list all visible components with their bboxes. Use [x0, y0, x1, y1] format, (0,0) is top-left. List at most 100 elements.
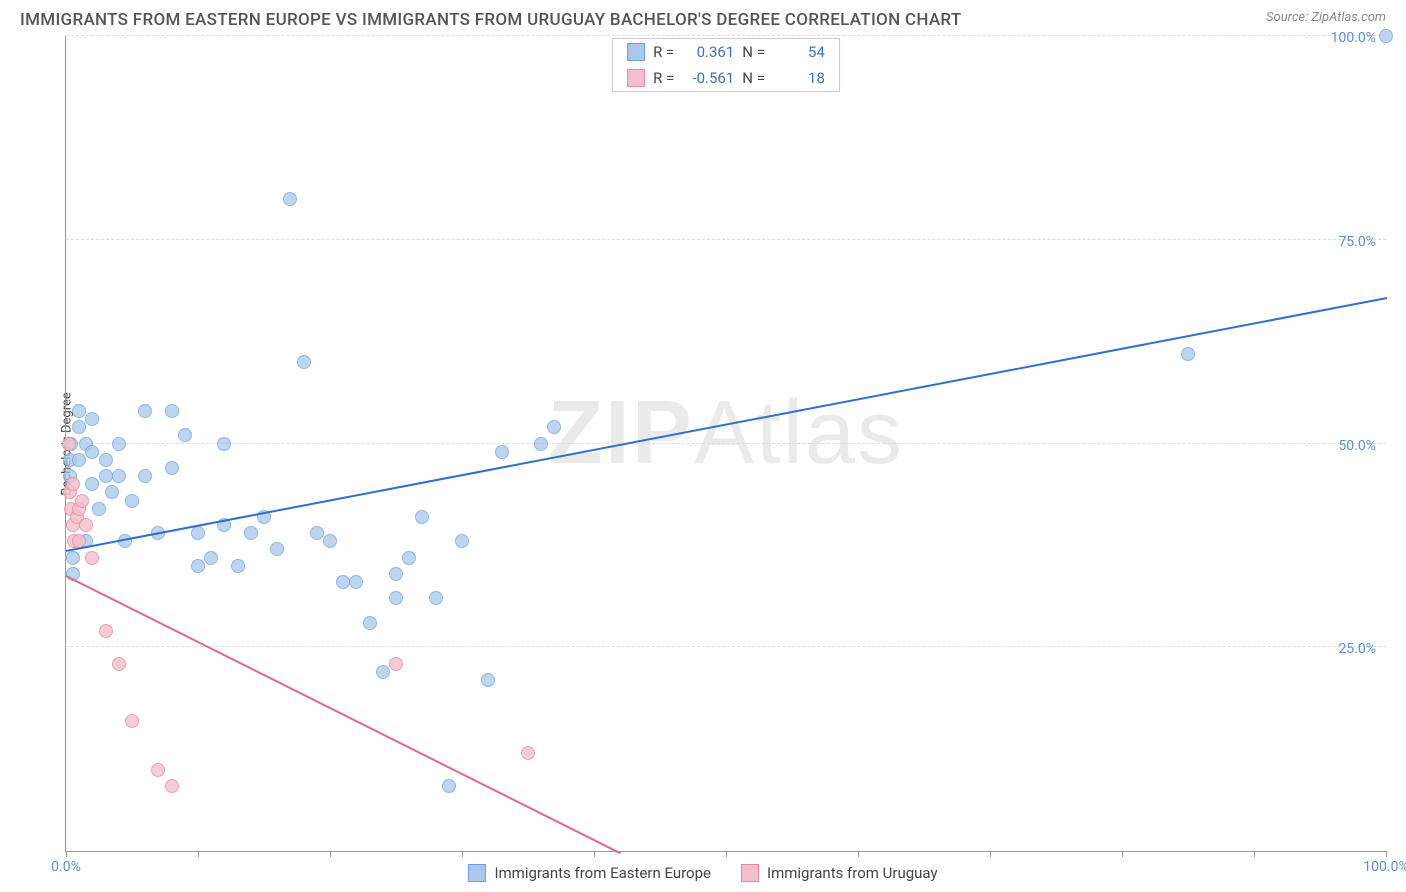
data-point: [389, 591, 403, 605]
data-point: [85, 412, 99, 426]
y-tick-label: 25.0%: [1338, 641, 1376, 657]
data-point: [66, 551, 80, 565]
data-point: [105, 485, 119, 499]
data-point: [455, 534, 469, 548]
data-point: [178, 428, 192, 442]
swatch-icon: [627, 43, 645, 61]
legend-row-series-0: R = 0.361 N = 54: [613, 39, 839, 65]
data-point: [442, 779, 456, 793]
x-tick: [1254, 851, 1255, 857]
legend-label: Immigrants from Uruguay: [767, 864, 938, 882]
data-point: [72, 453, 86, 467]
data-point: [415, 510, 429, 524]
data-point: [1379, 29, 1393, 43]
swatch-icon: [468, 864, 486, 882]
n-value: 54: [773, 43, 825, 61]
data-point: [495, 445, 509, 459]
y-tick-label: 100.0%: [1331, 30, 1376, 46]
r-value: 0.361: [682, 43, 734, 61]
x-tick: [66, 851, 67, 857]
data-point: [389, 567, 403, 581]
data-point: [244, 526, 258, 540]
r-label: R =: [653, 69, 674, 87]
x-tick: [1386, 851, 1387, 857]
plot-area: ZIPAtlas R = 0.361 N = 54 R = -0.561 N =…: [65, 36, 1386, 852]
data-point: [217, 437, 231, 451]
chart-container: Bachelor's Degree ZIPAtlas R = 0.361 N =…: [20, 36, 1386, 852]
data-point: [376, 665, 390, 679]
data-point: [72, 420, 86, 434]
data-point: [85, 551, 99, 565]
data-point: [323, 534, 337, 548]
gridline: [66, 239, 1386, 240]
data-point: [270, 542, 284, 556]
series-legend: Immigrants from Eastern Europe Immigrant…: [0, 864, 1406, 882]
legend-item-0: Immigrants from Eastern Europe: [468, 864, 711, 882]
data-point: [481, 673, 495, 687]
data-point: [547, 420, 561, 434]
data-point: [231, 559, 245, 573]
data-point: [191, 526, 205, 540]
data-point: [402, 551, 416, 565]
data-point: [79, 518, 93, 532]
data-point: [125, 494, 139, 508]
data-point: [112, 469, 126, 483]
x-tick: [198, 851, 199, 857]
legend-row-series-1: R = -0.561 N = 18: [613, 65, 839, 91]
swatch-icon: [627, 69, 645, 87]
data-point: [85, 477, 99, 491]
data-point: [534, 437, 548, 451]
trend-line: [66, 297, 1387, 552]
x-tick: [330, 851, 331, 857]
data-point: [66, 477, 80, 491]
data-point: [521, 746, 535, 760]
data-point: [336, 575, 350, 589]
data-point: [99, 624, 113, 638]
data-point: [349, 575, 363, 589]
x-tick: [462, 851, 463, 857]
data-point: [165, 461, 179, 475]
data-point: [112, 437, 126, 451]
trend-line: [66, 575, 622, 854]
gridline: [66, 35, 1386, 36]
x-tick: [1122, 851, 1123, 857]
x-tick: [726, 851, 727, 857]
data-point: [138, 404, 152, 418]
r-label: R =: [653, 43, 674, 61]
data-point: [1181, 347, 1195, 361]
data-point: [92, 502, 106, 516]
data-point: [310, 526, 324, 540]
correlation-legend: R = 0.361 N = 54 R = -0.561 N = 18: [612, 38, 840, 92]
data-point: [85, 445, 99, 459]
data-point: [204, 551, 218, 565]
data-point: [75, 494, 89, 508]
x-tick: [990, 851, 991, 857]
source-label: Source: ZipAtlas.com: [1266, 10, 1386, 25]
data-point: [125, 714, 139, 728]
data-point: [191, 559, 205, 573]
n-label: N =: [742, 69, 765, 87]
y-tick-label: 50.0%: [1338, 438, 1376, 454]
n-value: 18: [773, 69, 825, 87]
data-point: [62, 437, 76, 451]
data-point: [165, 779, 179, 793]
data-point: [283, 192, 297, 206]
chart-title: IMMIGRANTS FROM EASTERN EUROPE VS IMMIGR…: [20, 10, 962, 30]
data-point: [389, 657, 403, 671]
legend-label: Immigrants from Eastern Europe: [494, 864, 711, 882]
data-point: [297, 355, 311, 369]
data-point: [72, 404, 86, 418]
header: IMMIGRANTS FROM EASTERN EUROPE VS IMMIGR…: [0, 0, 1406, 35]
gridline: [66, 443, 1386, 444]
watermark: ZIPAtlas: [548, 382, 904, 485]
x-tick: [858, 851, 859, 857]
x-tick: [594, 851, 595, 857]
data-point: [151, 763, 165, 777]
data-point: [165, 404, 179, 418]
data-point: [112, 657, 126, 671]
data-point: [363, 616, 377, 630]
n-label: N =: [742, 43, 765, 61]
data-point: [99, 469, 113, 483]
y-tick-label: 75.0%: [1338, 234, 1376, 250]
swatch-icon: [741, 864, 759, 882]
